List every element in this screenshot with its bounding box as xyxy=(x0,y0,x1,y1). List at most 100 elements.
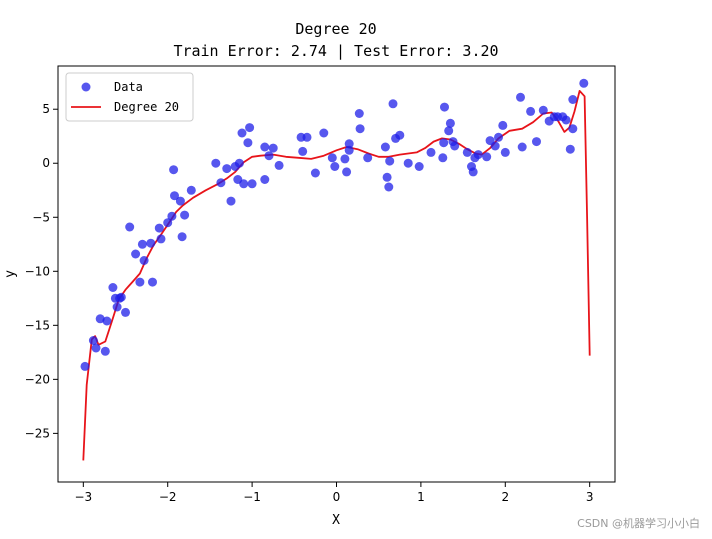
data-point xyxy=(330,162,340,171)
x-axis-label: X xyxy=(332,513,340,528)
data-point xyxy=(445,118,455,128)
data-point xyxy=(167,211,177,221)
legend-data-label: Data xyxy=(114,80,143,94)
data-point xyxy=(319,128,329,138)
plot-area xyxy=(57,65,616,483)
y-tick-label: −10 xyxy=(25,264,50,278)
data-point xyxy=(565,144,575,154)
data-point xyxy=(102,316,112,326)
data-point xyxy=(532,137,541,147)
x-tick-label: 2 xyxy=(501,490,509,504)
data-point xyxy=(180,210,190,220)
y-axis-ticks: 5 0 −5 −10 −15 −20 −25 xyxy=(25,102,58,440)
data-point xyxy=(579,78,589,88)
data-point xyxy=(482,152,492,162)
data-point xyxy=(146,238,156,248)
data-point xyxy=(260,175,270,184)
x-axis-ticks: −3 −2 −1 0 1 2 3 xyxy=(74,482,594,504)
data-point xyxy=(154,223,164,233)
data-point xyxy=(131,249,141,259)
data-point xyxy=(384,182,394,192)
data-point xyxy=(169,165,179,175)
data-point xyxy=(568,95,578,104)
data-point xyxy=(112,302,122,312)
scatter-points-group xyxy=(80,78,589,371)
data-point xyxy=(490,141,500,151)
y-tick-label: 0 xyxy=(42,156,50,170)
data-point xyxy=(385,156,395,166)
data-point xyxy=(88,336,98,345)
x-tick-label: 3 xyxy=(586,490,594,504)
legend-data-marker xyxy=(81,82,91,92)
chart-title-line-1: Degree 20 xyxy=(295,20,376,38)
data-point xyxy=(216,178,226,188)
data-point xyxy=(380,142,390,152)
data-point xyxy=(473,150,483,160)
chart-title-line-2: Train Error: 2.74 | Test Error: 3.20 xyxy=(173,42,498,60)
data-point xyxy=(450,141,460,151)
data-point xyxy=(170,191,179,201)
watermark: CSDN @机器学习小小白 xyxy=(577,517,700,530)
data-point xyxy=(298,146,308,156)
data-point xyxy=(116,292,126,302)
data-point xyxy=(414,162,424,171)
data-point xyxy=(125,222,135,232)
data-point xyxy=(344,139,354,149)
x-tick-label: 0 xyxy=(333,490,341,504)
data-point xyxy=(354,109,364,118)
data-point xyxy=(526,106,536,116)
y-tick-label: −15 xyxy=(25,318,50,332)
data-point xyxy=(268,143,278,153)
data-point xyxy=(222,164,232,174)
y-tick-label: −25 xyxy=(25,426,50,440)
data-point xyxy=(438,153,448,163)
data-point xyxy=(137,239,147,249)
data-point xyxy=(444,126,454,136)
data-point xyxy=(239,179,249,189)
x-tick-label: 1 xyxy=(417,490,425,504)
y-tick-label: −20 xyxy=(25,372,50,386)
data-point xyxy=(403,158,413,168)
y-axis-label: y xyxy=(3,270,18,278)
data-point xyxy=(211,158,221,168)
data-point xyxy=(327,153,337,163)
data-point xyxy=(91,343,101,353)
data-point xyxy=(561,115,571,125)
data-point xyxy=(80,361,90,371)
data-point xyxy=(498,120,508,130)
data-point xyxy=(340,154,350,164)
data-point xyxy=(468,167,478,177)
data-point xyxy=(156,234,166,244)
legend-box xyxy=(65,72,194,122)
data-point xyxy=(516,92,525,102)
data-point xyxy=(121,307,130,317)
data-point xyxy=(462,147,472,157)
y-tick-label: 5 xyxy=(42,102,50,116)
legend-fit-label: Degree 20 xyxy=(114,100,179,114)
data-point xyxy=(440,102,449,112)
data-point xyxy=(260,142,270,152)
data-point xyxy=(100,346,110,356)
data-point xyxy=(494,132,503,142)
data-point xyxy=(517,142,527,152)
data-point xyxy=(226,196,236,206)
x-tick-label: −1 xyxy=(243,490,261,504)
data-point xyxy=(500,147,510,157)
x-tick-label: −2 xyxy=(159,490,177,504)
data-point xyxy=(177,232,187,242)
data-point xyxy=(148,277,157,287)
data-point xyxy=(108,283,118,292)
data-point xyxy=(363,153,373,163)
data-point xyxy=(274,160,284,170)
data-point xyxy=(439,138,449,148)
data-point xyxy=(139,256,149,265)
data-point xyxy=(186,185,196,195)
data-point xyxy=(247,179,257,189)
data-point xyxy=(388,99,398,109)
data-point xyxy=(344,145,354,155)
data-point xyxy=(355,124,365,134)
data-point xyxy=(568,124,578,134)
data-point xyxy=(163,218,173,228)
data-point xyxy=(264,151,274,161)
